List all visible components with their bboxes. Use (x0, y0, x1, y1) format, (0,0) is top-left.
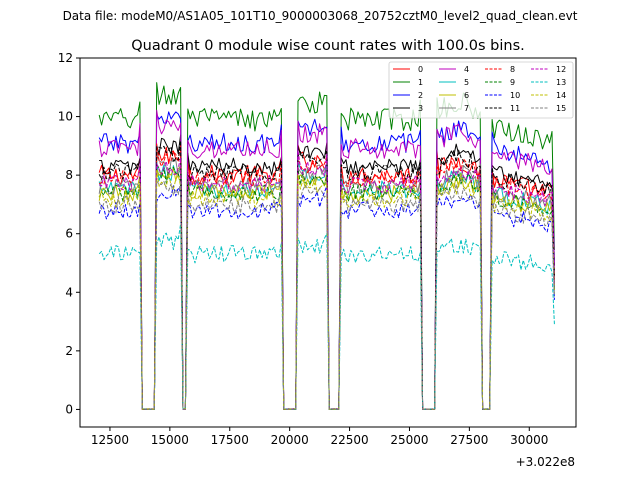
plot-frame (79, 57, 577, 428)
legend-label-3: 3 (418, 104, 423, 113)
legend-box (388, 61, 574, 119)
legend-label-2: 2 (418, 91, 423, 100)
y-tick-label: 10 (58, 110, 73, 124)
series-line-14 (98, 169, 555, 410)
series-line-4 (98, 109, 555, 410)
x-tick-label: 17500 (211, 433, 249, 447)
legend-label-15: 15 (556, 104, 566, 113)
series-line-15 (98, 180, 555, 410)
y-tick-label: 0 (65, 402, 73, 416)
legend-label-12: 12 (556, 65, 566, 74)
x-tick-label: 20000 (271, 433, 309, 447)
series-line-12 (98, 149, 555, 410)
x-tick-label: 12500 (91, 433, 129, 447)
x-tick-label: 15000 (151, 433, 189, 447)
series-line-9 (98, 163, 555, 410)
legend-label-5: 5 (464, 78, 469, 87)
legend-label-11: 11 (510, 104, 520, 113)
legend-label-8: 8 (510, 65, 515, 74)
y-tick-label: 8 (65, 168, 73, 182)
figure-suptitle: Data file: modeM0/AS1A05_101T10_90000030… (63, 9, 578, 23)
chart-title: Quadrant 0 module wise count rates with … (131, 38, 525, 54)
x-offset-label: +3.022e8 (516, 455, 575, 469)
x-tick-label: 30000 (510, 433, 548, 447)
series-line-13 (98, 223, 555, 410)
series-line-2 (98, 111, 555, 410)
y-tick-label: 2 (65, 344, 73, 358)
legend-label-10: 10 (510, 91, 520, 100)
legend-label-14: 14 (556, 91, 566, 100)
x-axis: 12500 15000 17500 20000 22500 25000 27500 30000 (91, 427, 548, 447)
legend-label-7: 7 (464, 104, 469, 113)
x-tick-label: 25000 (390, 433, 428, 447)
legend-label-4: 4 (464, 65, 469, 74)
x-tick-label: 22500 (330, 433, 368, 447)
legend-label-6: 6 (464, 91, 469, 100)
legend-label-0: 0 (418, 65, 423, 74)
y-tick-label: 12 (58, 51, 73, 65)
series-layer (98, 82, 555, 410)
y-tick-label: 6 (65, 227, 73, 241)
x-tick-label: 27500 (450, 433, 488, 447)
series-line-11 (98, 140, 555, 410)
y-axis: 0 2 4 6 8 10 12 (58, 51, 80, 416)
legend-label-13: 13 (556, 78, 566, 87)
legend-label-1: 1 (418, 78, 423, 87)
legend-label-9: 9 (510, 78, 515, 87)
y-tick-label: 4 (65, 285, 73, 299)
